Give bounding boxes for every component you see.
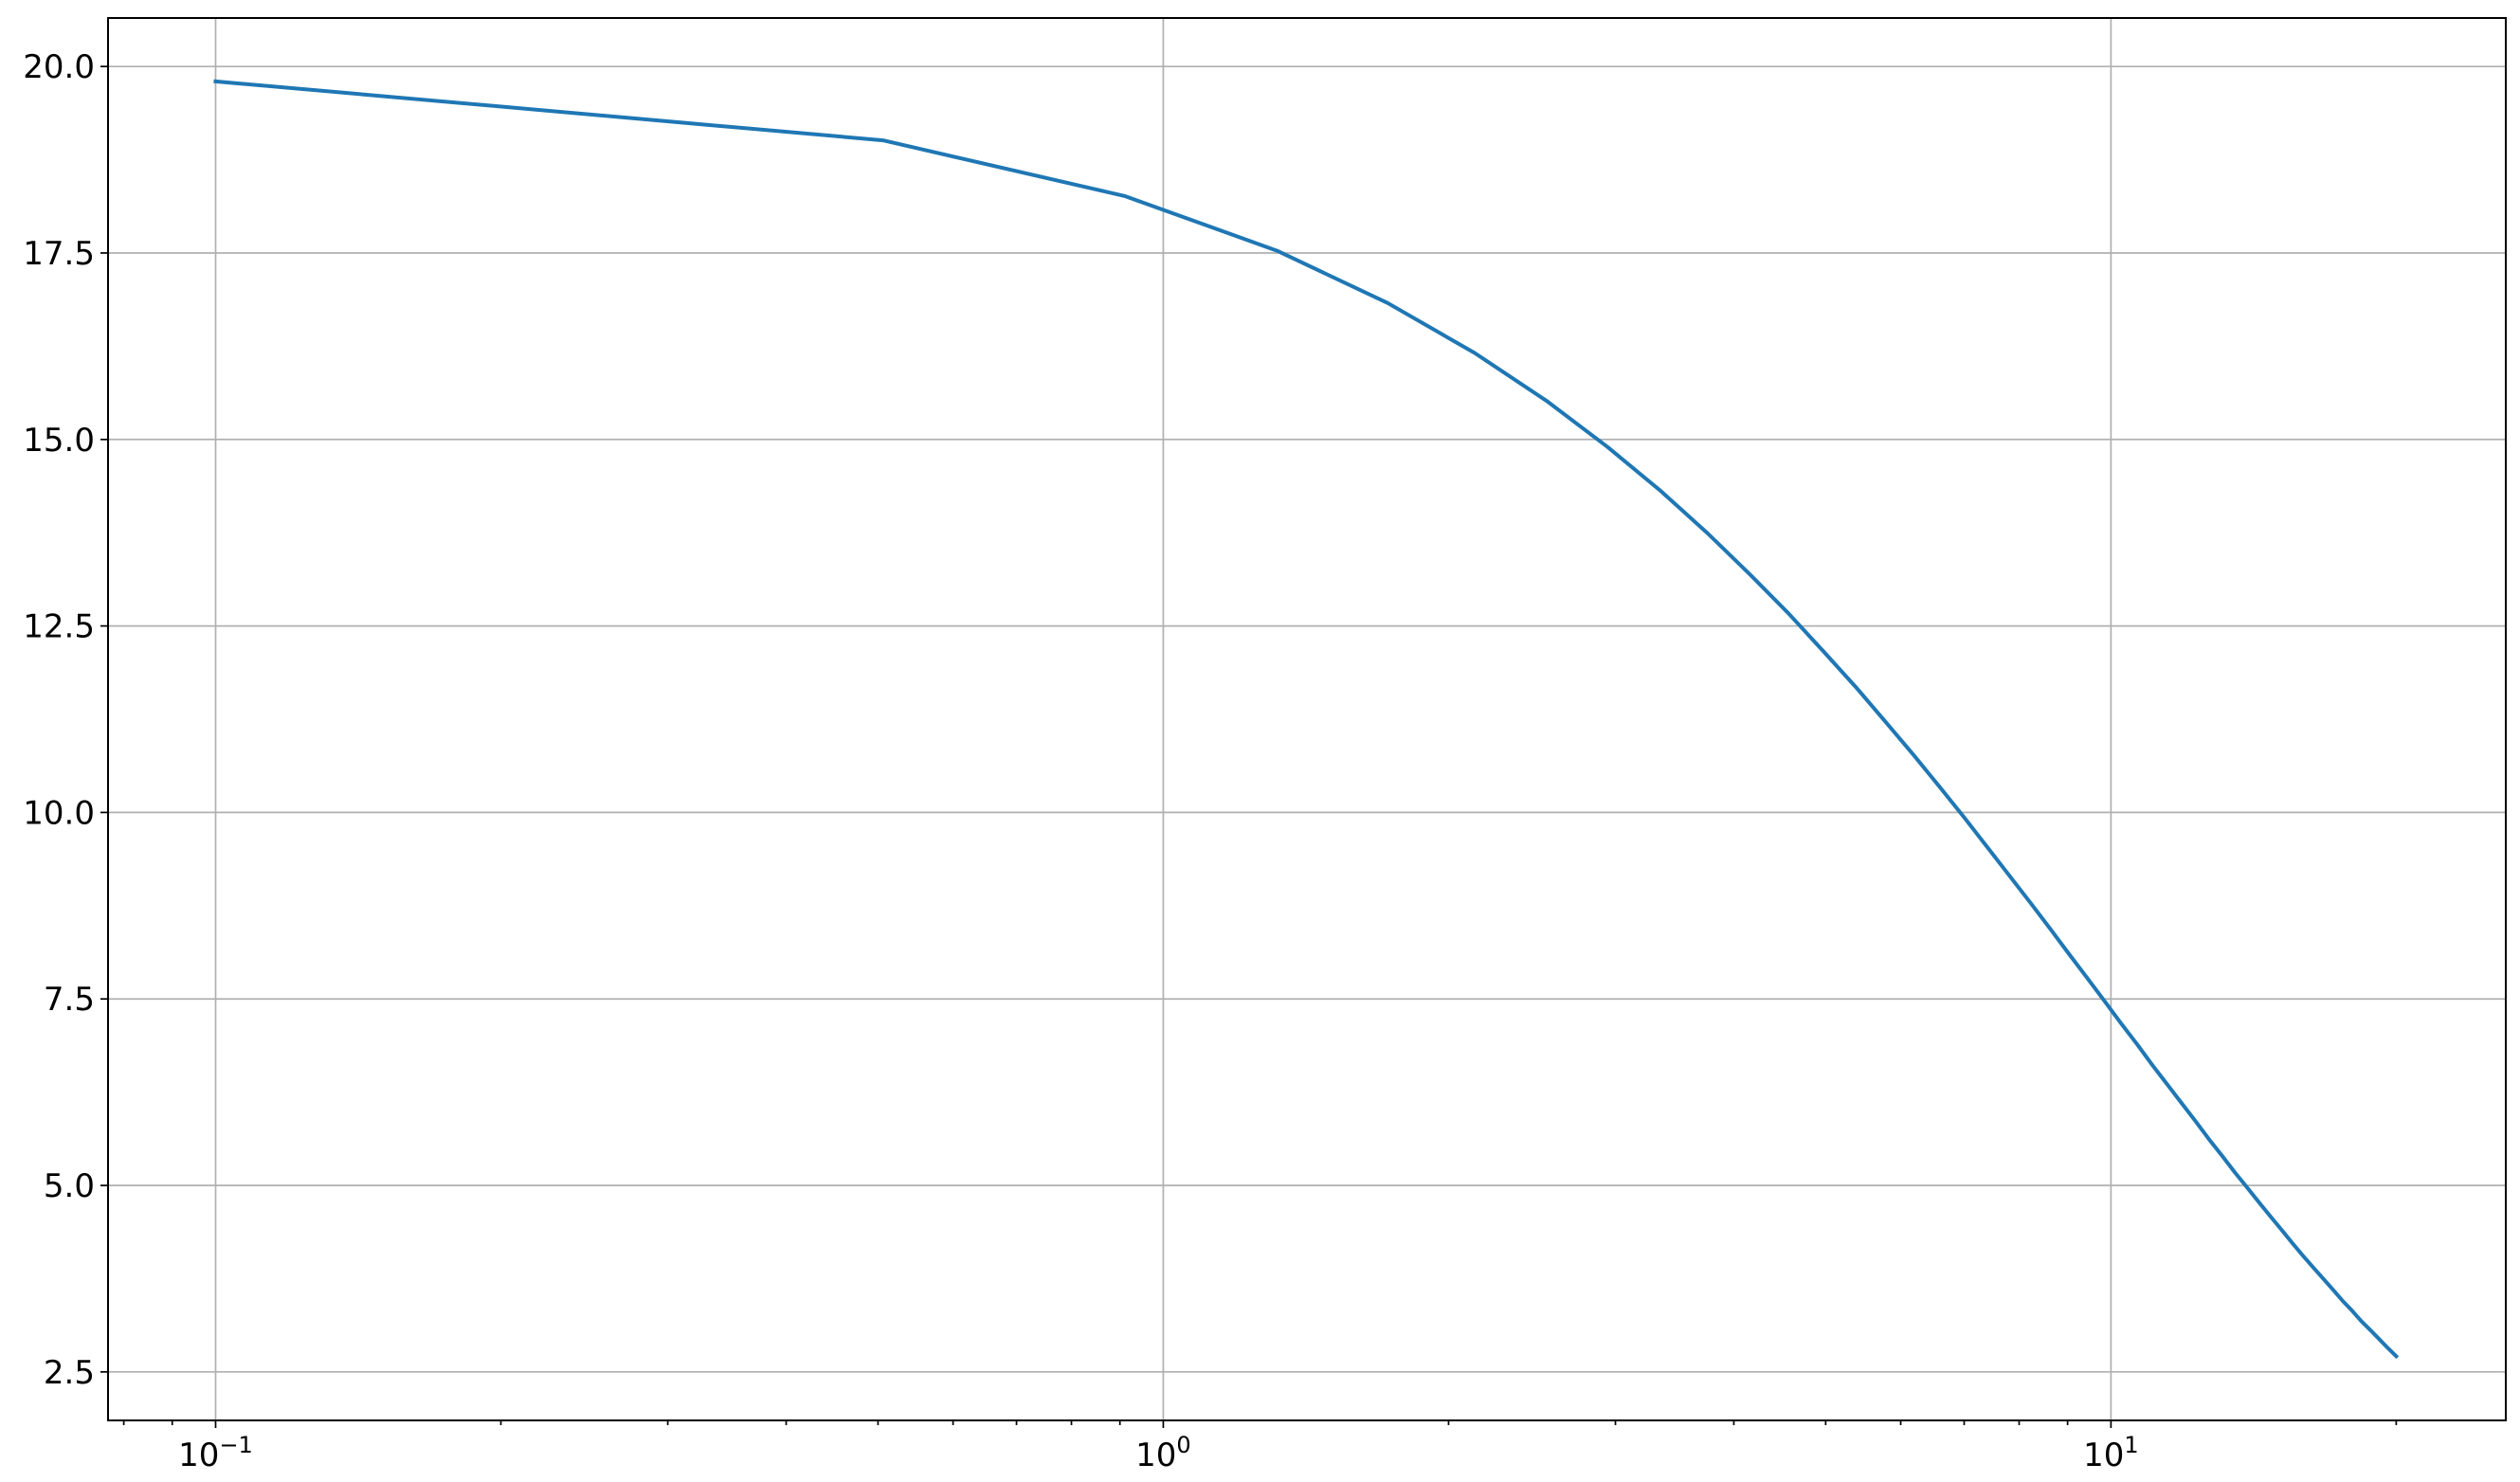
x-tick-label-exponent: 0 <box>1176 1432 1190 1458</box>
y-tick-label: 7.5 <box>44 981 95 1019</box>
y-tick-label: 10.0 <box>23 794 95 832</box>
series-layer <box>213 79 2400 1360</box>
y-tick-label: 2.5 <box>44 1354 95 1392</box>
grid <box>108 18 2506 1420</box>
x-tick-label-base: 10 <box>178 1437 219 1474</box>
y-tick-label: 17.5 <box>23 235 95 273</box>
x-tick-label-base: 10 <box>1135 1437 1176 1474</box>
y-tick-label: 12.5 <box>23 608 95 646</box>
y-tick-label: 5.0 <box>44 1167 95 1205</box>
axes-frame <box>107 17 2507 1421</box>
ticks: 2.55.07.510.012.515.017.520.010−1 100 101 <box>23 48 2398 1474</box>
x-tick-label: 10−1 <box>178 1432 253 1474</box>
y-tick-label: 20.0 <box>23 48 95 86</box>
y-tick-label: 15.0 <box>23 422 95 460</box>
x-tick-label: 100 <box>1135 1432 1191 1474</box>
x-tick-label-exponent: 1 <box>2124 1432 2138 1458</box>
x-tick-label: 101 <box>2083 1432 2139 1474</box>
x-tick-label-base: 10 <box>2083 1437 2124 1474</box>
x-tick-label-exponent: −1 <box>219 1432 252 1458</box>
series-line <box>213 79 2400 1360</box>
